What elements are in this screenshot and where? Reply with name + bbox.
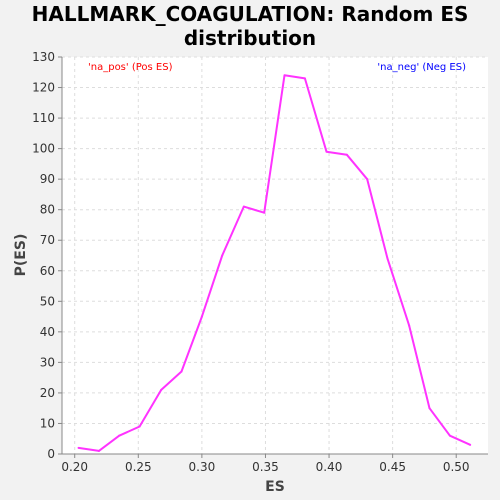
plot-area	[62, 57, 488, 454]
chart-title-line2: distribution	[183, 26, 317, 50]
x-axis-label: ES	[265, 479, 285, 495]
x-tick-label: 0.20	[61, 460, 88, 474]
y-tick-label: 90	[40, 172, 55, 186]
y-tick-label: 120	[32, 81, 55, 95]
data-point	[303, 77, 306, 80]
y-tick-label: 60	[40, 264, 55, 278]
y-tick-label: 40	[40, 325, 55, 339]
y-tick-label: 0	[47, 447, 55, 461]
y-axis-ticks: 0 10 20 30 40 50 60 70 80 90 100 110 120 130	[32, 50, 62, 461]
data-point	[118, 434, 121, 437]
data-point	[221, 254, 224, 257]
data-point	[408, 324, 411, 327]
x-tick-label: 0.50	[443, 460, 470, 474]
data-point	[160, 388, 163, 391]
y-tick-label: 30	[40, 355, 55, 369]
data-point	[366, 178, 369, 181]
data-point	[469, 443, 472, 446]
data-point	[242, 205, 245, 208]
y-tick-label: 50	[40, 294, 55, 308]
data-point	[345, 153, 348, 156]
data-point	[325, 150, 328, 153]
x-tick-label: 0.30	[189, 460, 216, 474]
y-tick-label: 130	[32, 50, 55, 64]
y-tick-label: 110	[32, 111, 55, 125]
y-tick-label: 20	[40, 386, 55, 400]
x-tick-label: 0.45	[379, 460, 406, 474]
data-point	[97, 449, 100, 452]
x-axis-ticks: 0.20 0.25 0.30 0.35 0.40 0.45 0.50	[61, 454, 470, 474]
data-point	[77, 446, 80, 449]
x-tick-label: 0.35	[252, 460, 279, 474]
series-line	[78, 74, 471, 452]
data-point	[448, 434, 451, 437]
data-point	[200, 315, 203, 318]
data-point	[386, 257, 389, 260]
chart-title-line1: HALLMARK_COAGULATION: Random ES	[31, 2, 469, 26]
data-point	[138, 425, 141, 428]
y-axis-label: P(ES)	[13, 234, 29, 277]
x-tick-label: 0.40	[316, 460, 343, 474]
y-tick-label: 100	[32, 142, 55, 156]
data-point	[180, 370, 183, 373]
annotation-neg: 'na_neg' (Neg ES)	[377, 62, 466, 73]
y-tick-label: 70	[40, 233, 55, 247]
data-point	[263, 211, 266, 214]
y-tick-label: 10	[40, 416, 55, 430]
grid	[62, 56, 488, 455]
y-tick-label: 80	[40, 203, 55, 217]
chart-title: HALLMARK_COAGULATION: Random ES distribu…	[0, 2, 500, 50]
data-point	[283, 74, 286, 77]
x-tick-label: 0.25	[125, 460, 152, 474]
annotation-pos: 'na_pos' (Pos ES)	[88, 62, 173, 73]
data-point	[428, 407, 431, 410]
series-layer	[77, 74, 472, 452]
